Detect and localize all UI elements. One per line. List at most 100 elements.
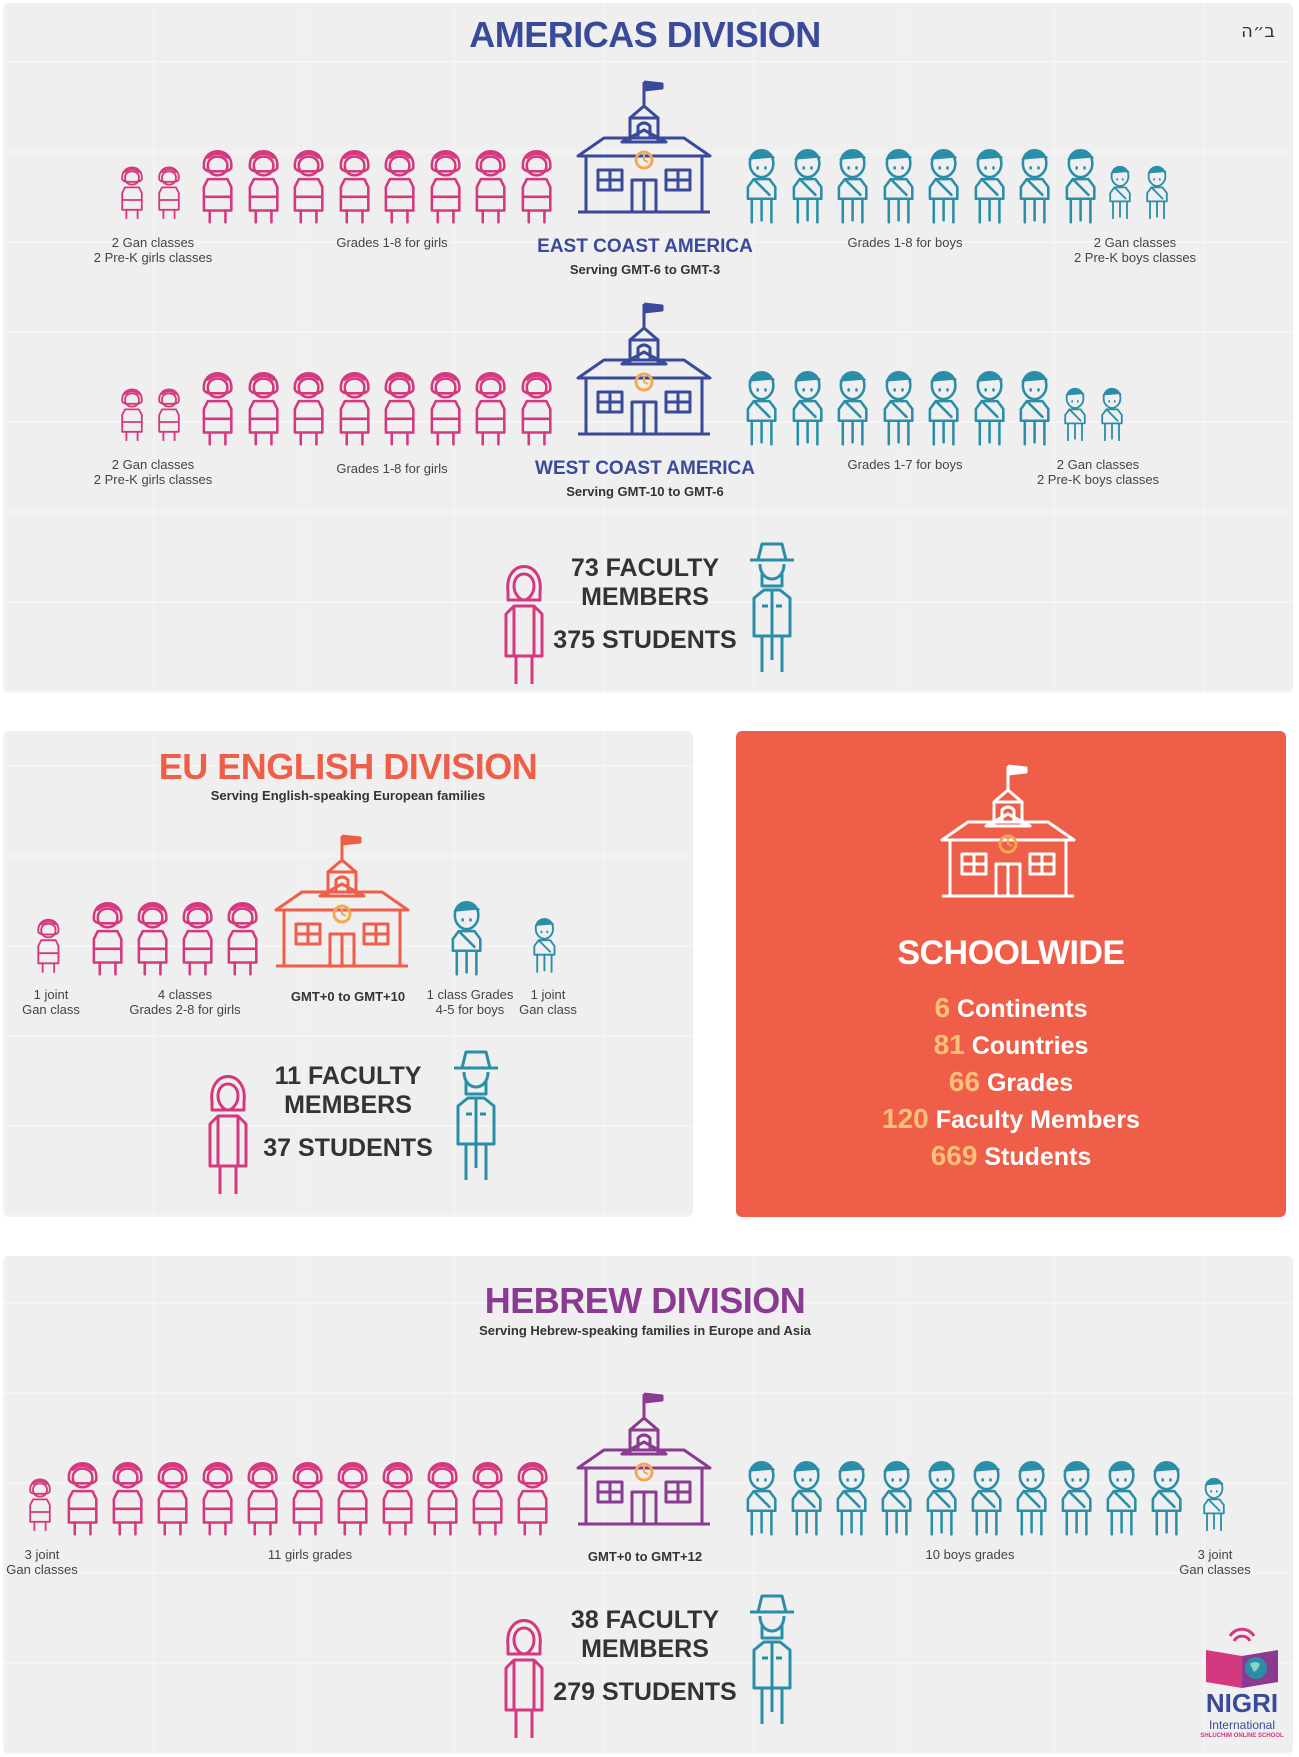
east-girl-icon [521,150,552,224]
west-boy-icon [792,371,823,446]
east-girl-icon [384,150,415,224]
hebrew-girl-icon [247,1462,278,1536]
hebrew-boys-grades-label: 10 boys grades [925,1547,1015,1562]
east-schoolhouse-icon [576,80,712,214]
west-boy-icon [883,371,914,446]
eu-schoolhouse-icon [274,834,410,968]
east-girl-icon [475,150,506,224]
hebrew-girl-icon [427,1462,458,1536]
hebrew-panel [3,1256,1293,1754]
eu-panel [3,731,693,1217]
west-boy-icon [837,371,868,446]
americas-faculty: 73 FACULTY MEMBERS [570,554,720,611]
hebrew-girl-icon [202,1462,233,1536]
eu-girl-gan-icon [37,918,60,973]
hebrew-boy-icon [746,1461,777,1536]
eu-title: EU ENGLISH DIVISION [158,746,538,787]
west-girl-icon [521,372,552,446]
east-boy-icon [928,149,959,224]
hebrew-boy-icon [926,1461,957,1536]
eu-gmt: GMT+0 to GMT+10 [290,989,406,1004]
hebrew-girl-icon [517,1462,548,1536]
logo-name: NIGRI [1205,1688,1279,1718]
stat-countries: 81 Countries [933,1029,1089,1060]
west-girl-icon [293,372,324,446]
west-boy-icon [928,371,959,446]
stat-students: 669 Students [930,1140,1092,1171]
east-boy-icon [974,149,1005,224]
hebrew-subtitle: Serving Hebrew-speaking families in Euro… [479,1323,811,1338]
hebrew-boy-icon [971,1461,1002,1536]
eu-girls-grades-label: 4 classes Grades 2-8 for girls [129,987,241,1017]
eu-boys-grades-label: 1 class Grades 4-5 for boys [426,987,514,1017]
east-boy-gan-icon [1146,165,1168,220]
hebrew-students: 279 STUDENTS [553,1678,737,1706]
east-girl-icon [430,150,461,224]
east-girl-icon [202,150,233,224]
hebrew-girl-icon [112,1462,143,1536]
west-serving: Serving GMT-10 to GMT-6 [566,484,724,499]
hebrew-boy-icon [1061,1461,1092,1536]
americas-title: AMERICAS DIVISION [469,14,821,55]
west-girl-gan-icon [121,388,143,442]
hebrew-boy-icon [881,1461,912,1536]
west-girl-icon [430,372,461,446]
east-boy-icon [883,149,914,224]
eu-faculty: 11 FACULTY MEMBERS [274,1062,422,1119]
hebrew-girl-icon [292,1462,323,1536]
west-boy-icon [974,371,1005,446]
schoolwide-panel [736,731,1286,1217]
eu-girl-icon [137,902,168,976]
hebrew-boy-icon [1151,1461,1182,1536]
hebrew-boy-gan-icon [1203,1477,1225,1532]
hebrew-girl-icon [67,1462,98,1536]
west-girl-icon [248,372,279,446]
logo-line2: International [1208,1718,1276,1732]
hebrew-girl-icon [157,1462,188,1536]
hebrew-boy-icon [791,1461,822,1536]
west-girl-icon [384,372,415,446]
hebrew-girls-gan-label: 3 joint Gan classes [6,1547,78,1577]
hebrew-faculty: 38 FACULTY MEMBERS [570,1606,720,1663]
east-serving: Serving GMT-6 to GMT-3 [569,262,721,277]
stat-faculty: 120 Faculty Members [882,1103,1140,1134]
east-girl-gan-icon [158,166,180,220]
east-girl-icon [339,150,370,224]
east-boy-icon [746,149,777,224]
schoolwide-title: SCHOOLWIDE [897,934,1125,972]
eu-man-teacher-icon [454,1050,498,1180]
hebrew-gmt: GMT+0 to GMT+12 [587,1549,703,1564]
west-boys-grades-label: Grades 1-7 for boys [847,457,963,472]
east-girl-icon [248,150,279,224]
east-boys-grades-label: Grades 1-8 for boys [847,235,963,250]
hebrew-girls-grades-label: 11 girls grades [267,1547,353,1562]
east-boy-icon [1019,149,1050,224]
americas-woman-teacher-icon [504,565,544,684]
west-schoolhouse-icon [576,302,712,436]
stat-continents: 6 Continents [934,992,1088,1023]
nigri-logo: NIGRI International SHLUCHIM ONLINE SCHO… [1192,1622,1292,1748]
hebrew-boys-gan-label: 3 joint Gan classes [1179,1547,1251,1577]
logo-line3: SHLUCHIM ONLINE SCHOOL [1200,1733,1284,1739]
eu-subtitle: Serving English-speaking European famili… [210,788,486,803]
eu-girls-gan-label: 1 joint Gan class [22,987,80,1017]
west-girl-icon [202,372,233,446]
hebrew-boy-icon [1016,1461,1047,1536]
hebrew-boy-icon [836,1461,867,1536]
west-girl-gan-icon [158,388,180,442]
west-boy-icon [746,371,777,446]
eu-girl-icon [182,902,213,976]
west-boy-gan-icon [1063,387,1086,442]
hebrew-title: HEBREW DIVISION [484,1280,806,1321]
hebrew-boy-icon [1106,1461,1137,1536]
eu-boys-gan-label: 1 joint Gan class [519,987,577,1017]
west-boy-icon [1019,371,1050,446]
stat-grades: 66 Grades [948,1066,1074,1097]
east-boy-icon [837,149,868,224]
americas-students: 375 STUDENTS [553,626,737,654]
east-boys-gan-label: 2 Gan classes 2 Pre-K boys classes [1073,235,1197,265]
hebrew-girl-icon [337,1462,368,1536]
eu-girl-icon [227,902,258,976]
hebrew-girl-icon [472,1462,503,1536]
